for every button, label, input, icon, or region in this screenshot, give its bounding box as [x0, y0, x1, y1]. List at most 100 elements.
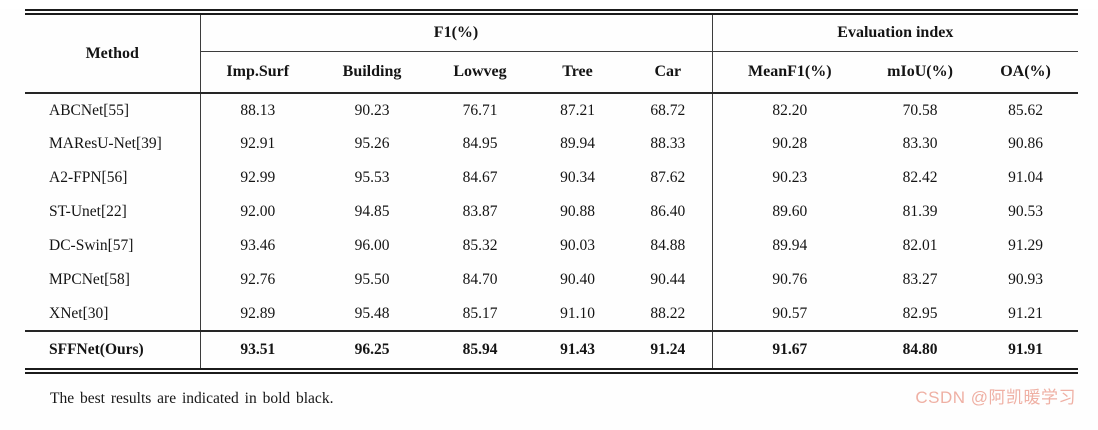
value-cell: 82.20 [711, 93, 868, 127]
group-header-row: Method F1(%) Evaluation index [25, 12, 1079, 94]
method-cell: XNet[30] [49, 304, 109, 322]
value-cell: 90.76 [711, 263, 868, 297]
column-group-f1: F1(%) [199, 12, 713, 52]
value-cell: 92.91 [199, 127, 315, 161]
value-cell: 90.34 [560, 169, 595, 186]
value-cell: 90.03 [560, 237, 595, 254]
table-row-abcnet: ABCNet[55] 88.13 90.23 76.71 87.21 68.72… [25, 93, 1078, 127]
value-cell: 84.88 [650, 237, 686, 254]
column-header-car: Car [624, 51, 713, 94]
value-cell: 91.91 [973, 330, 1079, 371]
column-header-oa: OA(%) [973, 51, 1079, 94]
value-cell: 95.53 [354, 169, 390, 186]
column-header-meanf1: MeanF1(%) [711, 51, 868, 94]
value-cell: 88.33 [650, 135, 686, 152]
value-cell: 83.87 [462, 203, 498, 220]
value-cell: 83.27 [902, 271, 938, 288]
page: Method F1(%) Evaluation index Imp.Surf B… [0, 9, 1098, 430]
value-cell: 93.51 [199, 330, 315, 371]
value-cell: 95.50 [354, 271, 390, 288]
value-cell: 90.53 [1008, 203, 1043, 220]
value-cell: 86.40 [650, 203, 686, 220]
value-cell: 87.21 [560, 101, 595, 119]
value-cell: 82.42 [902, 169, 938, 186]
table-body-ours: SFFNet(Ours) 93.51 96.25 85.94 91.43 91.… [25, 330, 1079, 371]
value-cell: 90.23 [711, 161, 868, 195]
csdn-watermark: CSDN @阿凯暖学习 [915, 388, 1076, 407]
value-cell: 90.40 [560, 271, 595, 288]
value-cell: 91.10 [560, 304, 595, 322]
value-cell: 92.89 [199, 297, 315, 331]
value-cell: 93.46 [199, 229, 315, 263]
table-row-stunet: ST-Unet[22] 92.00 94.85 83.87 90.88 86.4… [25, 195, 1078, 229]
below-table-bar: The best results are indicated in bold b… [25, 383, 1078, 408]
method-cell: ABCNet[55] [49, 101, 130, 119]
value-cell: 95.26 [354, 135, 390, 152]
results-table: Method F1(%) Evaluation index Imp.Surf B… [25, 9, 1079, 374]
value-cell: 88.13 [199, 93, 315, 127]
value-cell: 82.95 [902, 304, 938, 322]
value-cell: 90.23 [354, 101, 390, 119]
column-header-building: Building [315, 51, 429, 94]
table-row-a2fpn: A2-FPN[56] 92.99 95.53 84.67 90.34 87.62… [25, 161, 1078, 195]
column-header-tree: Tree [531, 51, 624, 94]
column-group-evaluation-index: Evaluation index [711, 12, 1079, 52]
value-cell: 90.86 [1008, 135, 1043, 152]
value-cell: 92.00 [199, 195, 315, 229]
value-cell: 94.85 [354, 203, 390, 220]
table-body: ABCNet[55] 88.13 90.23 76.71 87.21 68.72… [25, 93, 1078, 331]
value-cell: 84.80 [867, 330, 974, 371]
method-cell: MPCNet[58] [49, 271, 130, 288]
value-cell: 84.95 [462, 135, 498, 152]
table-row-xnet: XNet[30] 92.89 95.48 85.17 91.10 88.22 9… [25, 297, 1078, 331]
value-cell: 81.39 [902, 203, 938, 220]
value-cell: 84.70 [462, 271, 498, 288]
value-cell: 91.43 [531, 330, 624, 371]
value-cell: 90.28 [711, 127, 868, 161]
value-cell: 70.58 [902, 101, 938, 119]
column-header-miou: mIoU(%) [867, 51, 974, 94]
value-cell: 92.99 [199, 161, 315, 195]
value-cell: 91.24 [624, 330, 713, 371]
column-header-impsurf: Imp.Surf [199, 51, 315, 94]
value-cell: 89.60 [711, 195, 868, 229]
value-cell: 89.94 [560, 135, 595, 152]
method-cell: A2-FPN[56] [49, 169, 128, 186]
value-cell: 96.25 [315, 330, 429, 371]
value-cell: 85.94 [429, 330, 531, 371]
value-cell: 82.01 [902, 237, 938, 254]
value-cell: 90.93 [1008, 271, 1043, 288]
value-cell: 92.76 [199, 263, 315, 297]
value-cell: 85.62 [1008, 101, 1043, 119]
value-cell: 89.94 [711, 229, 868, 263]
value-cell: 96.00 [354, 237, 390, 254]
value-cell: 85.32 [462, 237, 498, 254]
table-row-sffnet-ours: SFFNet(Ours) 93.51 96.25 85.94 91.43 91.… [25, 330, 1079, 371]
value-cell: 91.67 [711, 330, 868, 371]
value-cell: 95.48 [354, 304, 390, 322]
method-cell: DC-Swin[57] [49, 237, 134, 254]
value-cell: 68.72 [650, 101, 686, 119]
table-row-mpcnet: MPCNet[58] 92.76 95.50 84.70 90.40 90.44… [25, 263, 1078, 297]
value-cell: 88.22 [650, 304, 686, 322]
table-row-maresunet: MAResU-Net[39] 92.91 95.26 84.95 89.94 8… [25, 127, 1078, 161]
value-cell: 90.88 [560, 203, 595, 220]
value-cell: 87.62 [650, 169, 686, 186]
table-header: Method F1(%) Evaluation index Imp.Surf B… [25, 12, 1079, 94]
value-cell: 84.67 [462, 169, 498, 186]
method-cell: MAResU-Net[39] [49, 135, 162, 152]
value-cell: 91.04 [1008, 169, 1043, 186]
method-cell: ST-Unet[22] [49, 203, 127, 220]
value-cell: 90.57 [711, 297, 868, 331]
value-cell: 91.21 [1008, 304, 1043, 322]
table-footnote: The best results are indicated in bold b… [50, 390, 334, 407]
value-cell: 90.44 [650, 271, 686, 288]
value-cell: 91.29 [1008, 237, 1043, 254]
value-cell: 76.71 [462, 101, 498, 119]
sub-header-row: Imp.Surf Building Lowveg Tree Car MeanF1… [25, 51, 1079, 94]
method-cell: SFFNet(Ours) [25, 330, 200, 371]
value-cell: 83.30 [902, 135, 938, 152]
value-cell: 85.17 [462, 304, 498, 322]
table-row-dcswin: DC-Swin[57] 93.46 96.00 85.32 90.03 84.8… [25, 229, 1078, 263]
column-header-lowveg: Lowveg [429, 51, 531, 94]
